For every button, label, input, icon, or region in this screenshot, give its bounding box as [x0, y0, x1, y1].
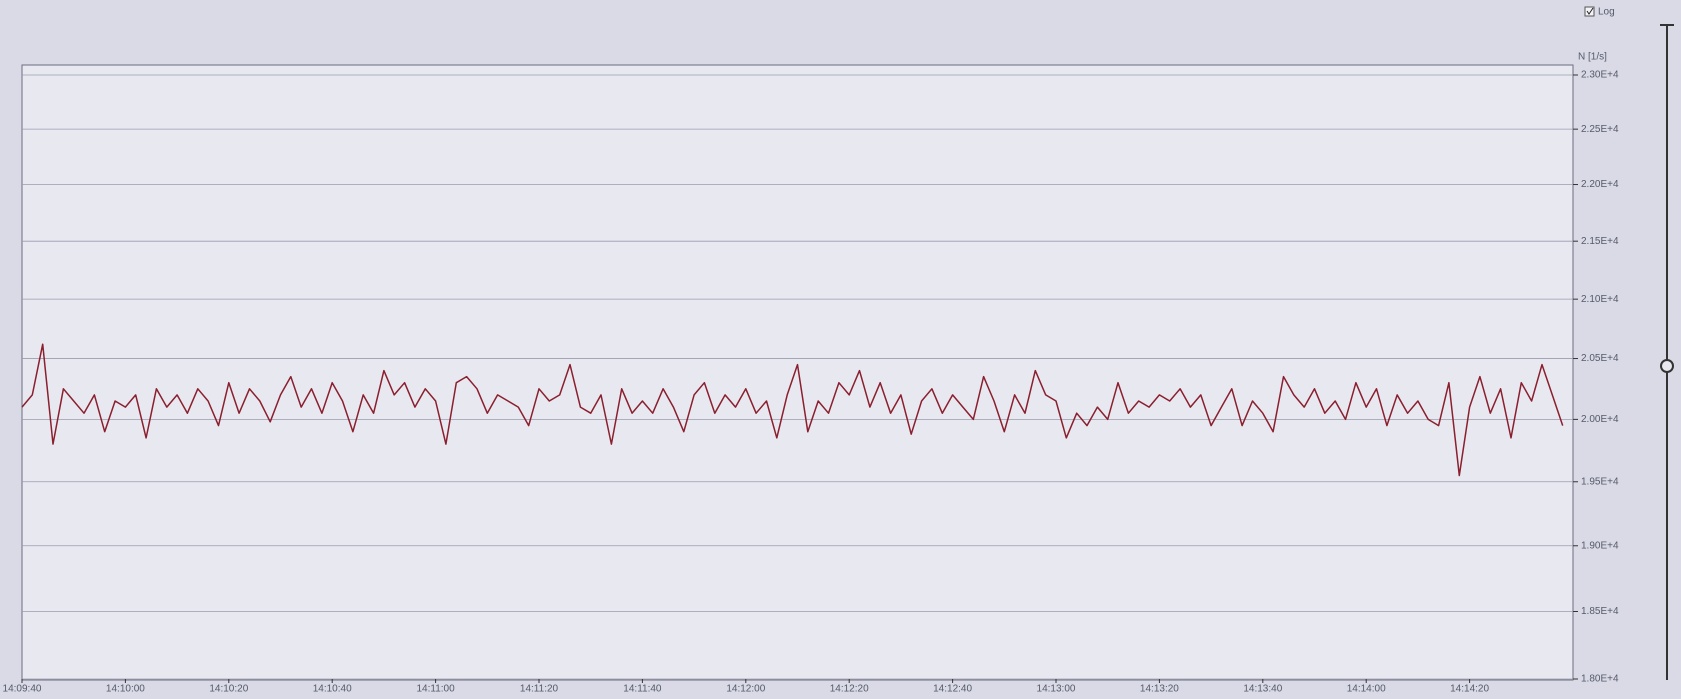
y-tick-label: 1.95E+4 [1581, 476, 1619, 487]
plot-area [22, 65, 1573, 680]
x-tick-label: 14:11:40 [623, 684, 662, 695]
y-tick-label: 1.90E+4 [1581, 540, 1619, 551]
y-tick-label: 2.10E+4 [1581, 294, 1619, 305]
y-tick-label: 2.05E+4 [1581, 353, 1619, 364]
x-tick-label: 14:14:00 [1347, 684, 1386, 695]
x-tick-label: 14:11:00 [417, 684, 456, 695]
y-tick-label: 2.25E+4 [1581, 124, 1619, 135]
y-tick-label: 2.30E+4 [1581, 70, 1619, 81]
log-label[interactable]: Log [1598, 7, 1615, 18]
y-tick-label: 2.20E+4 [1581, 179, 1619, 190]
x-tick-label: 14:09:40 [3, 684, 42, 695]
chart: Log N [1/s] 1.80E+4 1.85E+4 1.90E+4 1.95E+4… [0, 0, 1681, 699]
y-tick-label: 1.80E+4 [1581, 674, 1619, 685]
x-tick-label: 14:13:40 [1243, 684, 1282, 695]
x-tick-label: 14:10:00 [106, 684, 145, 695]
scroll-handle[interactable] [1661, 360, 1673, 372]
x-tick-label: 14:12:20 [830, 684, 869, 695]
x-tick-label: 14:13:20 [1140, 684, 1179, 695]
x-tick-label: 14:10:20 [209, 684, 248, 695]
x-tick-label: 14:13:00 [1037, 684, 1076, 695]
y-tick-label: 1.85E+4 [1581, 606, 1619, 617]
x-tick-label: 14:12:00 [726, 684, 765, 695]
x-tick-label: 14:10:40 [313, 684, 352, 695]
y-axis-label: N [1/s] [1578, 52, 1607, 63]
x-tick-label: 14:12:40 [933, 684, 972, 695]
y-tick-label: 2.00E+4 [1581, 414, 1619, 425]
y-tick-label: 2.15E+4 [1581, 236, 1619, 247]
x-tick-label: 14:11:20 [520, 684, 559, 695]
x-tick-label: 14:14:20 [1450, 684, 1489, 695]
